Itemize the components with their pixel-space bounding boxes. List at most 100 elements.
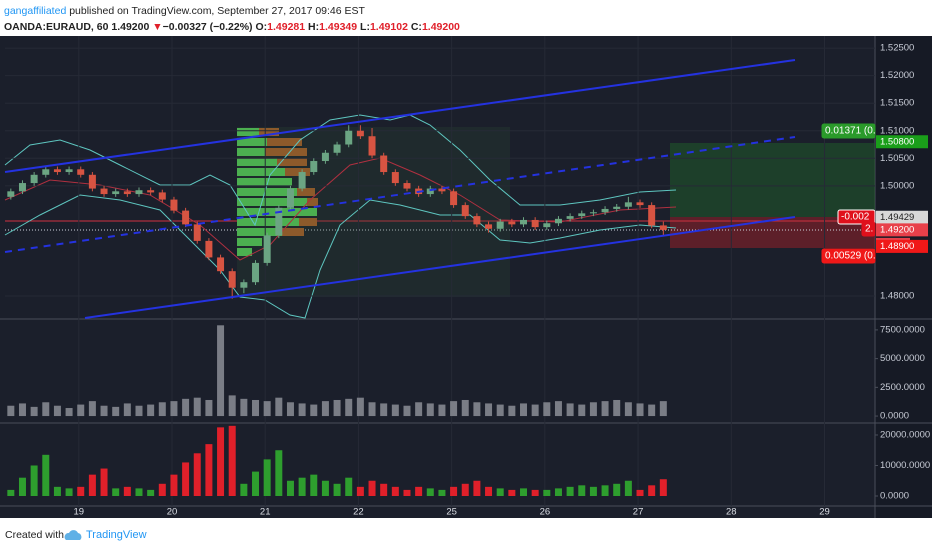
candle-body (473, 216, 481, 225)
bar (112, 488, 120, 496)
price-label-box (876, 210, 928, 224)
x-tick-label: 25 (446, 507, 457, 518)
candle-body (554, 218, 562, 224)
bar (228, 395, 236, 417)
bar (356, 397, 364, 417)
candle-body (636, 202, 644, 206)
bar (333, 483, 341, 496)
candle-body (240, 282, 248, 288)
published: published on TradingView.com, September … (69, 5, 365, 17)
author[interactable]: gangaffiliated (4, 5, 66, 17)
price-label-box (876, 223, 928, 237)
bar (310, 404, 318, 417)
bar (461, 399, 469, 417)
profile-bar (307, 198, 318, 206)
candle-body (228, 271, 236, 288)
candle-body (275, 207, 283, 236)
bar (473, 402, 481, 417)
bar (263, 401, 271, 417)
bar (263, 459, 271, 496)
candle-body (531, 219, 539, 228)
y-tick-label: 1.52000 (880, 70, 914, 81)
bar (648, 485, 656, 496)
bar (543, 489, 551, 496)
x-tick-label: 29 (819, 507, 830, 518)
bar (42, 402, 50, 417)
candle-body (158, 192, 166, 200)
profile-bar (237, 158, 277, 166)
bar (18, 403, 26, 417)
bar (438, 404, 446, 417)
bar (450, 486, 458, 496)
candle-body (123, 191, 131, 195)
bar (473, 480, 481, 496)
bar (508, 489, 516, 496)
position-label-box (821, 123, 876, 139)
footer-brand[interactable]: TradingView (86, 529, 147, 541)
h-label: H: (308, 21, 319, 33)
profile-bar (259, 128, 279, 136)
marks (5, 36, 875, 506)
bar (624, 402, 632, 417)
candle-body (18, 183, 26, 192)
y-tick-label: 1.48000 (880, 290, 914, 301)
profile-bar (285, 168, 310, 176)
high: 1.49349 (319, 21, 357, 33)
bar (601, 485, 609, 496)
candle-body (170, 199, 178, 211)
bar (228, 425, 236, 496)
profile-bar (237, 188, 297, 196)
arrow: ▼ (152, 21, 162, 33)
header-line: gangaffiliated published on TradingView.… (4, 5, 366, 17)
c-label: C: (411, 21, 422, 33)
low: 1.49102 (370, 21, 408, 33)
candle-body (496, 221, 504, 229)
bar (205, 444, 213, 496)
candle-body (88, 174, 96, 189)
candle-body (578, 213, 586, 217)
x-tick-label: 27 (633, 507, 644, 518)
bar (7, 405, 15, 417)
profile-bar (237, 128, 259, 136)
candle-body (30, 174, 38, 184)
price-label: 1.49200 (880, 224, 914, 235)
bar (100, 468, 108, 496)
profile-bar (237, 138, 267, 146)
candle-body (333, 144, 341, 153)
y-tick-label: 1.50000 (880, 180, 914, 191)
profile-bar (265, 148, 307, 156)
candle-body (77, 169, 85, 175)
candle-body (624, 202, 632, 207)
bar (193, 453, 201, 496)
bar (438, 489, 446, 496)
bar (566, 486, 574, 496)
bar (636, 403, 644, 417)
position-label-box (861, 221, 876, 237)
price-label: 1.49429 (880, 212, 914, 223)
candle-body (193, 224, 201, 241)
candle-body (566, 216, 574, 219)
bar (520, 488, 527, 496)
profile-bar (237, 198, 307, 206)
candle-body (112, 191, 120, 195)
bar (123, 403, 131, 417)
bar (30, 406, 38, 417)
candle-body (659, 225, 667, 230)
candle-body (543, 223, 551, 228)
candle-body (205, 240, 213, 258)
candle-body (286, 188, 294, 208)
bar (415, 402, 423, 417)
bar (601, 401, 609, 417)
candle-body (53, 169, 61, 173)
bar (77, 404, 85, 417)
y-tick-label: 7500.0000 (880, 324, 925, 335)
bar (496, 488, 504, 496)
bar (613, 483, 621, 496)
bar (531, 404, 539, 417)
candle-body (601, 208, 609, 213)
o-label: O: (255, 21, 267, 33)
candle-body (100, 188, 108, 195)
candle-body (310, 161, 318, 173)
